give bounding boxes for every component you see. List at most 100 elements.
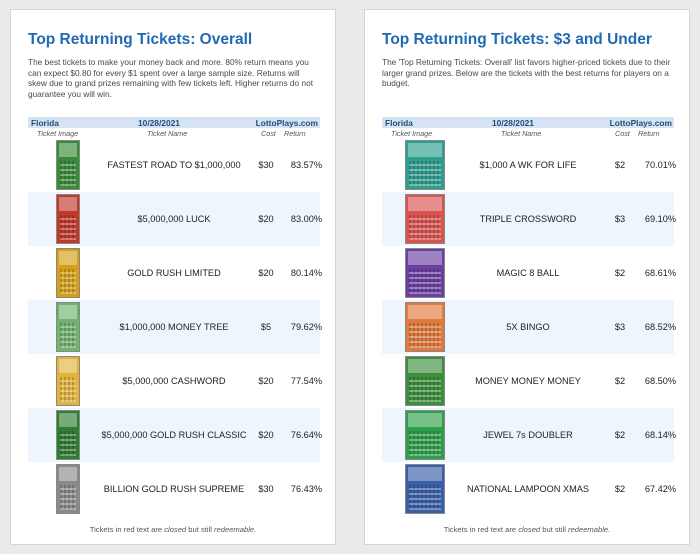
ticket-image[interactable] [405, 140, 445, 190]
ticket-cost: $3 [614, 322, 626, 332]
ticket-cost: $5 [260, 322, 272, 332]
ticket-cost: $2 [614, 430, 626, 440]
table-header: Florida 10/28/2021 LottoPlays.com [28, 117, 320, 128]
ticket-name: MAGIC 8 BALL [496, 268, 560, 278]
ticket-cost: $20 [258, 268, 274, 278]
ticket-image[interactable] [405, 464, 445, 514]
footnote-redeemable: redeemable. [568, 525, 611, 534]
ticket-cost: $20 [258, 376, 274, 386]
footnote-text: Tickets in red text are [443, 525, 519, 534]
col-ticket-name: Ticket Name [501, 129, 542, 138]
ticket-cost: $30 [258, 160, 274, 170]
header-state: Florida [31, 118, 59, 128]
col-cost: Cost [261, 129, 276, 138]
table-body: FASTEST ROAD TO $1,000,000 $30 83.57% $5… [28, 138, 322, 516]
header-site: LottoPlays.com [255, 118, 318, 128]
ticket-image[interactable] [56, 356, 80, 406]
column-headers: Ticket Image Ticket Name Cost Return [382, 128, 674, 138]
table-row[interactable]: $5,000,000 CASHWORD $20 77.54% [28, 354, 322, 408]
table-row[interactable]: BILLION GOLD RUSH SUPREME $30 76.43% [28, 462, 322, 516]
card-description: The best tickets to make your money back… [28, 57, 313, 99]
budget-card: Top Returning Tickets: $3 and Under The … [364, 9, 690, 545]
ticket-name: $5,000,000 GOLD RUSH CLASSIC [101, 430, 247, 440]
table-row[interactable]: JEWEL 7s DOUBLER $2 68.14% [382, 408, 676, 462]
col-ticket-image: Ticket Image [37, 129, 79, 138]
ticket-cost: $20 [258, 214, 274, 224]
ticket-cost: $20 [258, 430, 274, 440]
header-date: 10/28/2021 [492, 118, 534, 128]
table-row[interactable]: NATIONAL LAMPOON XMAS $2 67.42% [382, 462, 676, 516]
col-ticket-image: Ticket Image [391, 129, 433, 138]
ticket-return: 68.61% [644, 268, 676, 278]
table-row[interactable]: $5,000,000 LUCK $20 83.00% [28, 192, 322, 246]
ticket-name: $5,000,000 CASHWORD [122, 376, 226, 386]
tickets-table: Florida 10/28/2021 LottoPlays.com Ticket… [28, 117, 322, 516]
ticket-image[interactable] [56, 410, 80, 460]
ticket-return: 69.10% [644, 214, 676, 224]
footnote-closed: closed [518, 525, 541, 534]
ticket-name: NATIONAL LAMPOON XMAS [466, 484, 589, 494]
ticket-image[interactable] [405, 248, 445, 298]
ticket-return: 76.64% [290, 430, 322, 440]
ticket-cost: $2 [614, 268, 626, 278]
ticket-return: 83.00% [290, 214, 322, 224]
footnote-text: but still [540, 525, 568, 534]
ticket-image[interactable] [405, 410, 445, 460]
col-ticket-name: Ticket Name [147, 129, 188, 138]
ticket-image[interactable] [405, 194, 445, 244]
card-title: Top Returning Tickets: Overall [28, 31, 253, 48]
table-row[interactable]: MONEY MONEY MONEY $2 68.50% [382, 354, 676, 408]
table-row[interactable]: 5X BINGO $3 68.52% [382, 300, 676, 354]
ticket-return: 68.14% [644, 430, 676, 440]
ticket-image[interactable] [56, 302, 80, 352]
ticket-image[interactable] [405, 302, 445, 352]
card-description: The 'Top Returning Tickets: Overall' lis… [382, 57, 671, 88]
table-row[interactable]: TRIPLE CROSSWORD $3 69.10% [382, 192, 676, 246]
table-row[interactable]: $1,000 A WK FOR LIFE $2 70.01% [382, 138, 676, 192]
tickets-table: Florida 10/28/2021 LottoPlays.com Ticket… [382, 117, 676, 516]
ticket-return: 79.62% [290, 322, 322, 332]
ticket-name: MONEY MONEY MONEY [475, 376, 581, 386]
ticket-image[interactable] [56, 464, 80, 514]
ticket-name: FASTEST ROAD TO $1,000,000 [107, 160, 241, 170]
col-cost: Cost [615, 129, 630, 138]
ticket-return: 70.01% [644, 160, 676, 170]
col-return: Return [638, 129, 660, 138]
table-row[interactable]: $1,000,000 MONEY TREE $5 79.62% [28, 300, 322, 354]
table-footnote: Tickets in red text are closed but still… [365, 525, 689, 534]
footnote-text: but still [186, 525, 214, 534]
ticket-image[interactable] [56, 248, 80, 298]
header-site: LottoPlays.com [609, 118, 672, 128]
ticket-cost: $2 [614, 484, 626, 494]
table-row[interactable]: MAGIC 8 BALL $2 68.61% [382, 246, 676, 300]
ticket-name: JEWEL 7s DOUBLER [483, 430, 573, 440]
ticket-image[interactable] [56, 194, 80, 244]
ticket-cost: $2 [614, 376, 626, 386]
ticket-cost: $3 [614, 214, 626, 224]
ticket-return: 68.50% [644, 376, 676, 386]
ticket-name: $5,000,000 LUCK [137, 214, 211, 224]
footnote-text: Tickets in red text are [89, 525, 165, 534]
col-return: Return [284, 129, 306, 138]
ticket-cost: $2 [614, 160, 626, 170]
ticket-return: 67.42% [644, 484, 676, 494]
table-header: Florida 10/28/2021 LottoPlays.com [382, 117, 674, 128]
ticket-return: 77.54% [290, 376, 322, 386]
column-headers: Ticket Image Ticket Name Cost Return [28, 128, 320, 138]
ticket-cost: $30 [258, 484, 274, 494]
ticket-image[interactable] [405, 356, 445, 406]
ticket-return: 83.57% [290, 160, 322, 170]
header-state: Florida [385, 118, 413, 128]
card-title: Top Returning Tickets: $3 and Under [382, 31, 652, 48]
table-row[interactable]: GOLD RUSH LIMITED $20 80.14% [28, 246, 322, 300]
table-row[interactable]: FASTEST ROAD TO $1,000,000 $30 83.57% [28, 138, 322, 192]
footnote-closed: closed [164, 525, 187, 534]
ticket-name: 5X BINGO [506, 322, 550, 332]
ticket-name: GOLD RUSH LIMITED [127, 268, 221, 278]
header-date: 10/28/2021 [138, 118, 180, 128]
ticket-image[interactable] [56, 140, 80, 190]
ticket-name: $1,000,000 MONEY TREE [119, 322, 229, 332]
ticket-return: 68.52% [644, 322, 676, 332]
table-row[interactable]: $5,000,000 GOLD RUSH CLASSIC $20 76.64% [28, 408, 322, 462]
table-body: $1,000 A WK FOR LIFE $2 70.01% TRIPLE CR… [382, 138, 676, 516]
